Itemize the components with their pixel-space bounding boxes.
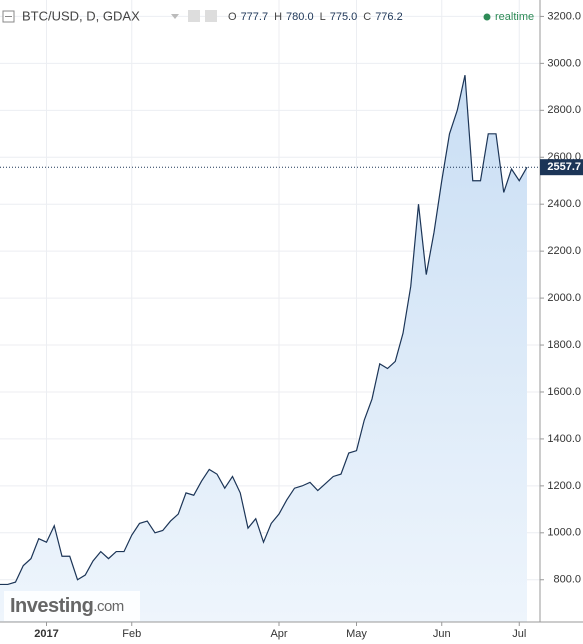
- line: [0, 74, 528, 586]
- y-tick-label: 3000.0: [547, 57, 581, 69]
- last-price-tag: [540, 159, 583, 176]
- y-tick-label: 1400.0: [547, 433, 581, 445]
- y-tick-label: 1200.0: [547, 480, 581, 492]
- logo-suffix: .com: [93, 598, 124, 615]
- settings-icon[interactable]: [188, 10, 200, 22]
- y-tick-label: 2200.0: [547, 245, 581, 257]
- y-tick-label: 1000.0: [547, 527, 581, 539]
- y-tick-label: 2000.0: [547, 292, 581, 304]
- x-tick-label: Jun: [433, 628, 451, 640]
- x-tick-label: Feb: [122, 628, 141, 640]
- last-price-label: 2557.7: [547, 161, 581, 173]
- ohlc-key: C: [363, 11, 371, 23]
- ohlc-key: O: [228, 11, 237, 23]
- status: realtime: [495, 11, 534, 23]
- ohlc-value: 777.7: [241, 11, 269, 23]
- close-icon[interactable]: [205, 10, 217, 22]
- y-tick-label: 800.0: [553, 574, 581, 586]
- ohlc-key: L: [320, 11, 326, 23]
- ohlc-value: 780.0: [286, 11, 314, 23]
- status-dot: [483, 13, 491, 21]
- logo-bg: [4, 591, 140, 621]
- area: [0, 75, 527, 623]
- dropdown-arrow[interactable]: [171, 14, 179, 19]
- logo-brand: Investing: [10, 595, 93, 617]
- plot: [0, 74, 528, 623]
- ohlc: O 777.7 H 780.0 L 775.0 C 776.2: [228, 11, 403, 23]
- ohlc-value: 776.2: [375, 11, 403, 23]
- logo: Investing.com: [10, 595, 124, 617]
- y-tick-label: 1600.0: [547, 386, 581, 398]
- y-tick-label: 2800.0: [547, 104, 581, 116]
- ohlc-value: 775.0: [330, 11, 358, 23]
- y-tick-label: 1800.0: [547, 339, 581, 351]
- symbol-title: BTC/USD, D, GDAX: [22, 8, 140, 23]
- y-tick-label: 2400.0: [547, 198, 581, 210]
- ohlc-key: H: [274, 11, 282, 23]
- x-tick-label: May: [346, 628, 367, 640]
- x-tick-label: 2017: [34, 628, 58, 640]
- y-tick-label: 3200.0: [547, 10, 581, 22]
- x-tick-label: Jul: [512, 628, 526, 640]
- x-tick-label: Apr: [270, 628, 287, 640]
